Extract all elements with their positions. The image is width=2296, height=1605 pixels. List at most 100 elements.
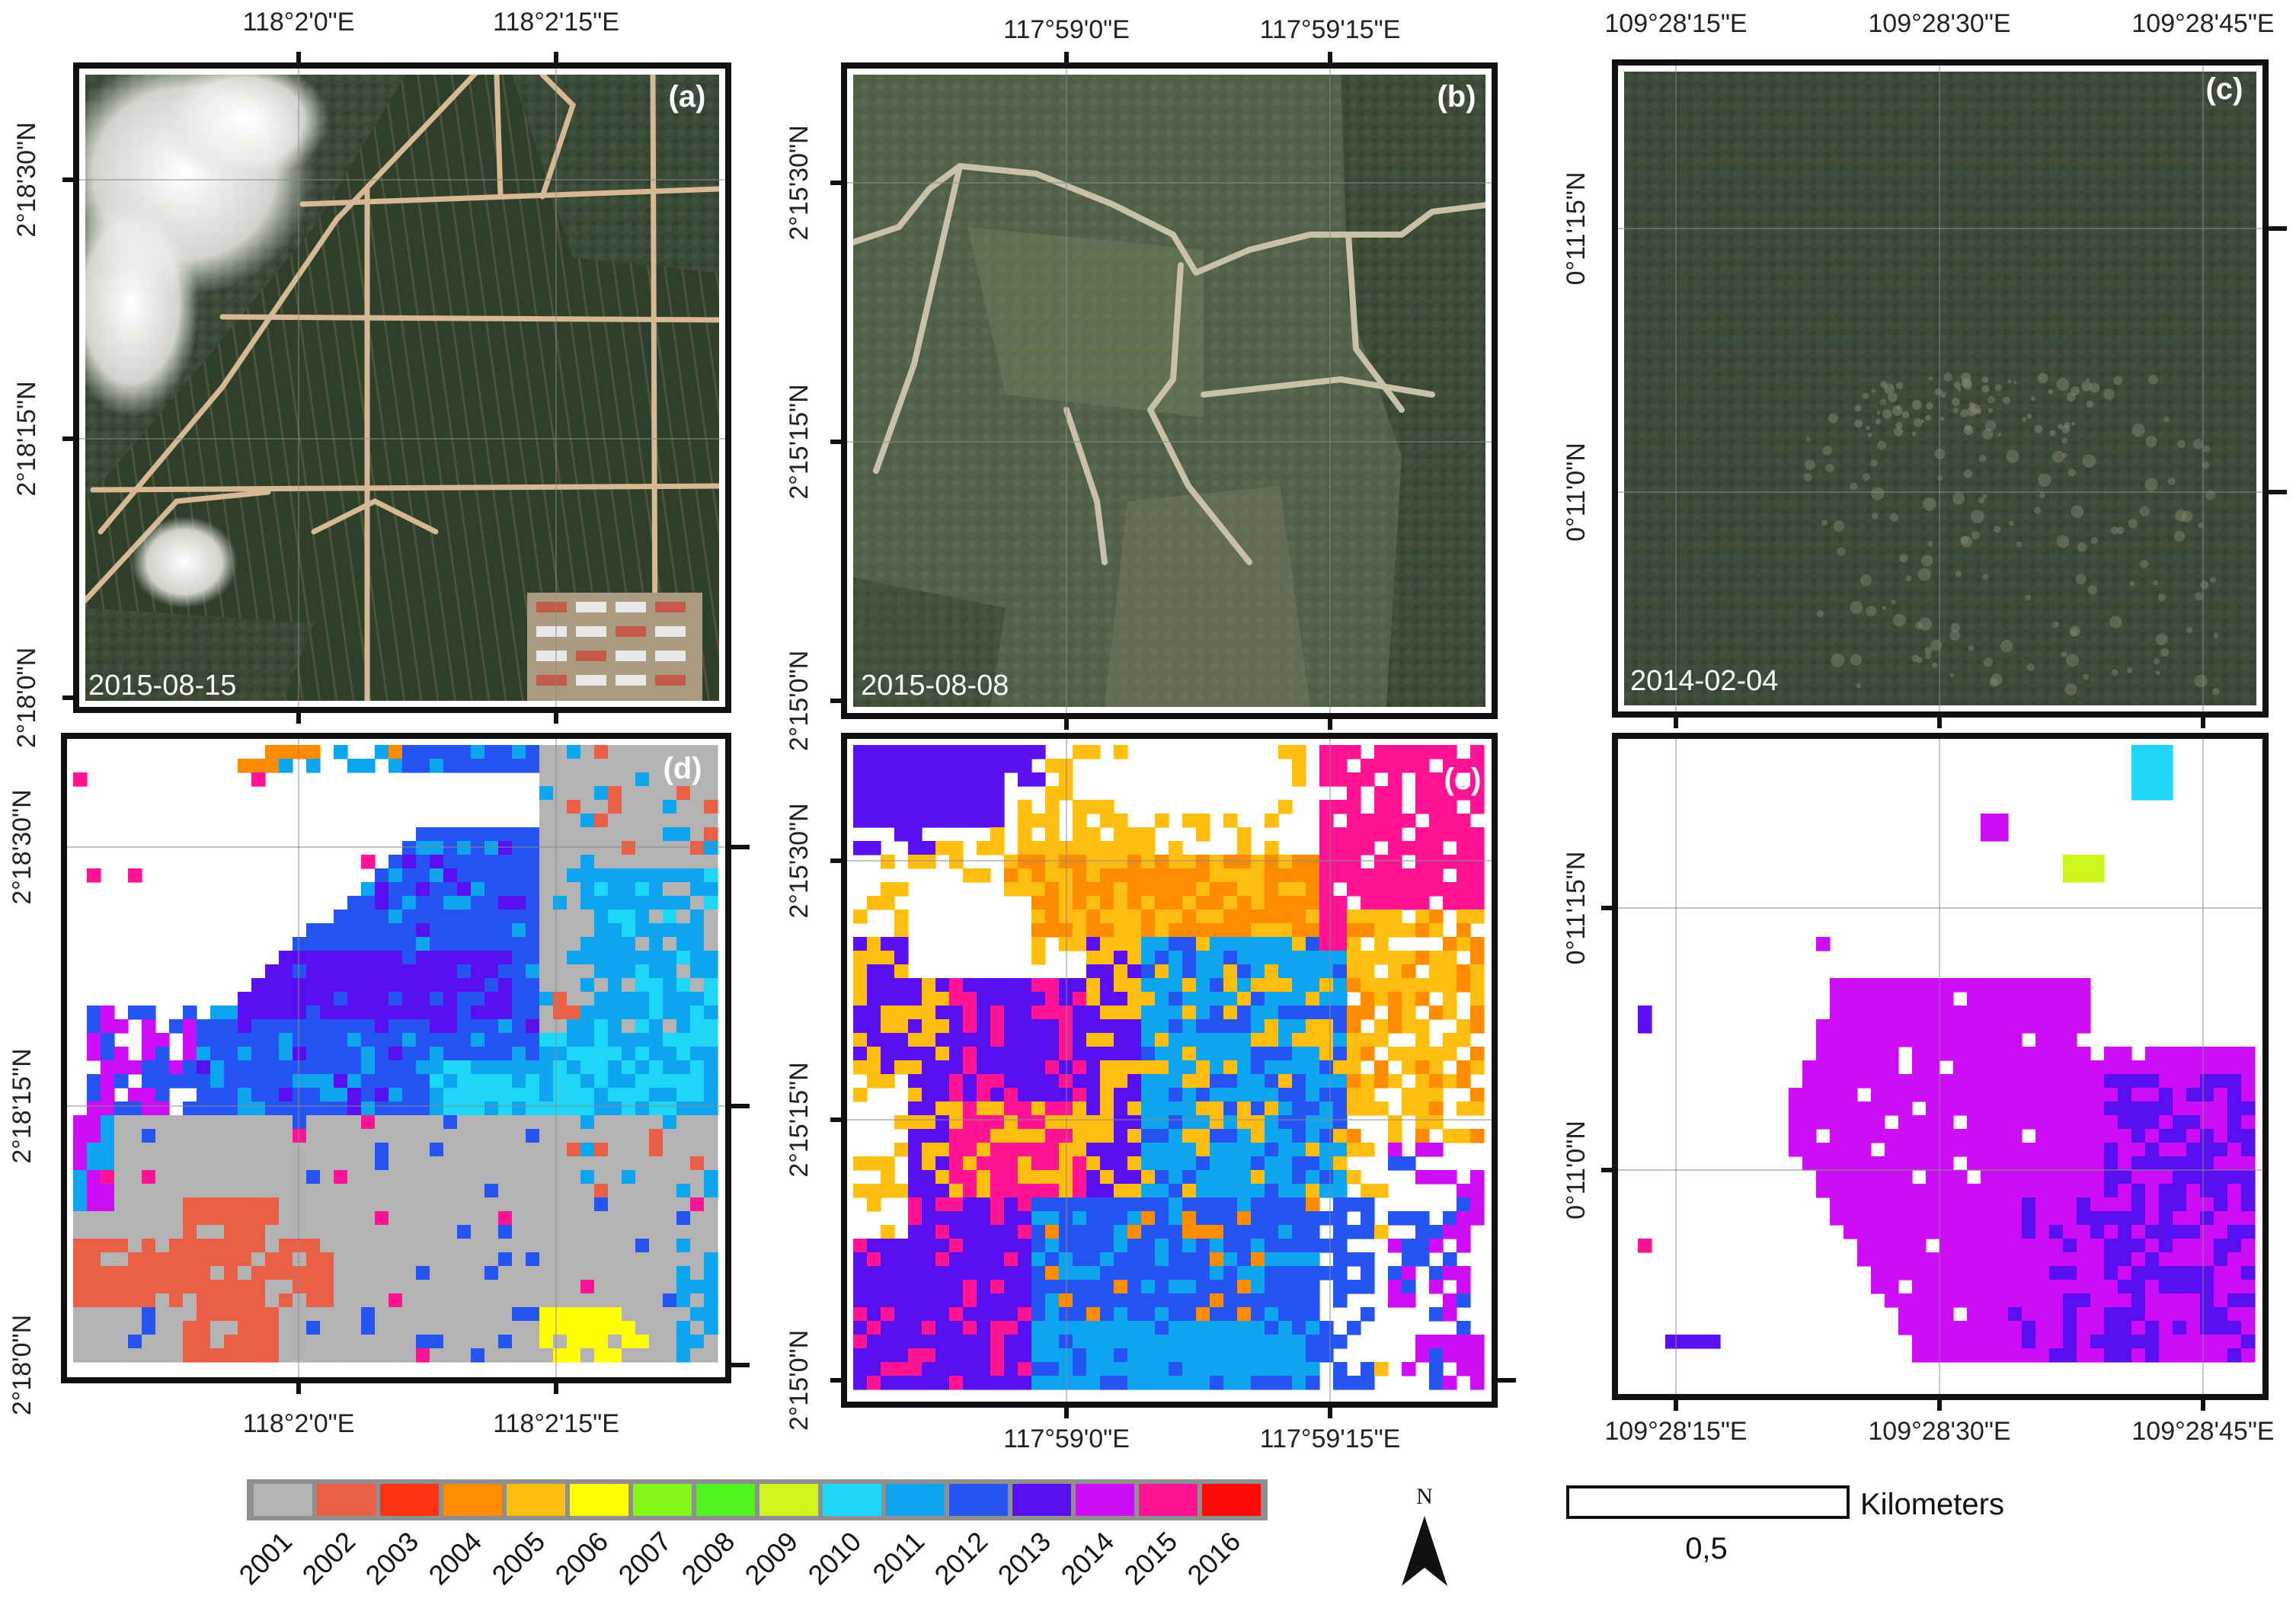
- loss-pixel: [553, 1019, 568, 1034]
- loss-pixel: [1031, 1293, 1046, 1308]
- loss-pixel: [635, 1184, 650, 1198]
- loss-pixel: [1086, 1101, 1101, 1116]
- legend-swatch: [1012, 1484, 1071, 1516]
- loss-pixel: [526, 1335, 540, 1349]
- loss-pixel: [1086, 1129, 1101, 1143]
- loss-pixel: [389, 964, 403, 979]
- loss-pixel: [635, 1170, 650, 1185]
- loss-pixel: [1402, 1239, 1416, 1253]
- loss-pixel: [2063, 855, 2077, 869]
- loss-pixel: [2104, 1307, 2119, 1322]
- loss-pixel: [1265, 841, 1279, 855]
- loss-pixel: [1237, 937, 1252, 951]
- loss-pixel: [1912, 1060, 1927, 1075]
- loss-pixel: [1031, 1184, 1046, 1198]
- loss-pixel: [183, 1293, 197, 1308]
- loss-pixel: [635, 1252, 650, 1267]
- loss-pixel: [635, 827, 650, 842]
- loss-pixel: [922, 1239, 936, 1253]
- loss-pixel: [1374, 1362, 1389, 1376]
- loss-pixel: [443, 1184, 458, 1198]
- loss-pixel: [2145, 1266, 2160, 1280]
- loss-pixel: [853, 992, 868, 1006]
- loss-pixel: [1844, 1129, 1858, 1143]
- loss-pixel: [1306, 1252, 1320, 1267]
- loss-pixel: [293, 1321, 307, 1335]
- loss-pixel: [334, 1019, 348, 1034]
- loss-pixel: [1457, 1211, 1471, 1226]
- loss-pixel: [663, 964, 677, 979]
- loss-pixel: [1073, 855, 1087, 869]
- loss-pixel: [922, 1101, 936, 1116]
- loss-pixel: [73, 1266, 88, 1280]
- loss-pixel: [881, 937, 895, 951]
- loss-pixel: [114, 1074, 129, 1089]
- loss-pixel: [1073, 1293, 1087, 1308]
- loss-pixel: [1816, 1047, 1831, 1061]
- loss-pixel: [1415, 992, 1430, 1006]
- loss-pixel: [1306, 1170, 1320, 1185]
- loss-pixel: [1939, 1047, 1954, 1061]
- loss-pixel: [1967, 1266, 1981, 1280]
- loss-pixel: [2077, 1211, 2091, 1226]
- loss-pixel: [114, 1129, 129, 1143]
- loss-pixel: [2035, 1060, 2050, 1075]
- loss-pixel: [251, 1033, 266, 1047]
- loss-pixel: [334, 951, 348, 965]
- loss-pixel: [1898, 1321, 1913, 1335]
- loss-pixel: [1885, 1006, 1899, 1020]
- loss-pixel: [608, 1239, 622, 1253]
- loss-pixel: [963, 1362, 977, 1376]
- loss-pixel: [622, 855, 636, 869]
- loss-pixel: [484, 910, 499, 924]
- loss-pixel: [567, 951, 581, 965]
- loss-pixel: [1319, 1184, 1334, 1198]
- loss-pixel: [457, 1074, 472, 1089]
- loss-pixel: [1141, 1101, 1156, 1116]
- loss-pixel: [1045, 1362, 1060, 1376]
- loss-pixel: [1429, 1143, 1444, 1157]
- loss-pixel: [402, 1293, 417, 1308]
- loss-pixel: [1031, 855, 1046, 869]
- loss-pixel: [622, 923, 636, 938]
- loss-pixel: [935, 1335, 950, 1349]
- loss-pixel: [1059, 1321, 1073, 1335]
- loss-pixel: [881, 1170, 895, 1185]
- loss-pixel: [2104, 1074, 2119, 1089]
- loss-pixel: [361, 910, 376, 924]
- loss-pixel: [1388, 992, 1402, 1006]
- loss-pixel: [1031, 1376, 1046, 1390]
- loss-pixel: [1871, 1101, 1885, 1116]
- loss-pixel: [663, 1197, 677, 1212]
- loss-pixel: [1953, 1293, 1968, 1308]
- loss-pixel: [169, 1348, 184, 1363]
- loss-pixel: [1223, 1101, 1238, 1116]
- loss-pixel: [1967, 1060, 1981, 1075]
- loss-pixel: [402, 1170, 417, 1185]
- loss-pixel: [361, 1266, 376, 1280]
- loss-pixel: [553, 1170, 568, 1185]
- loss-pixel: [1470, 745, 1485, 759]
- loss-pixel: [704, 964, 718, 979]
- loss-pixel: [73, 1293, 88, 1308]
- loss-pixel: [210, 1348, 225, 1363]
- loss-pixel: [2241, 1197, 2256, 1212]
- loss-pixel: [375, 923, 389, 938]
- loss-pixel: [2049, 1280, 2064, 1294]
- loss-pixel: [1898, 1006, 1913, 1020]
- loss-pixel: [2173, 1115, 2187, 1130]
- loss-pixel: [2035, 1115, 2050, 1130]
- loss-pixel: [1169, 978, 1183, 993]
- loss-pixel: [2063, 1266, 2077, 1280]
- loss-pixel: [1347, 1101, 1361, 1116]
- loss-pixel: [1939, 1252, 1954, 1267]
- loss-pixel: [853, 1266, 868, 1280]
- loss-pixel: [1926, 1143, 1940, 1157]
- loss-pixel: [963, 1088, 977, 1102]
- loss-pixel: [853, 1280, 868, 1294]
- loss-pixel: [293, 1266, 307, 1280]
- loss-pixel: [622, 1293, 636, 1308]
- loss-pixel: [1443, 1211, 1457, 1226]
- loss-pixel: [457, 1335, 472, 1349]
- loss-pixel: [990, 1143, 1005, 1157]
